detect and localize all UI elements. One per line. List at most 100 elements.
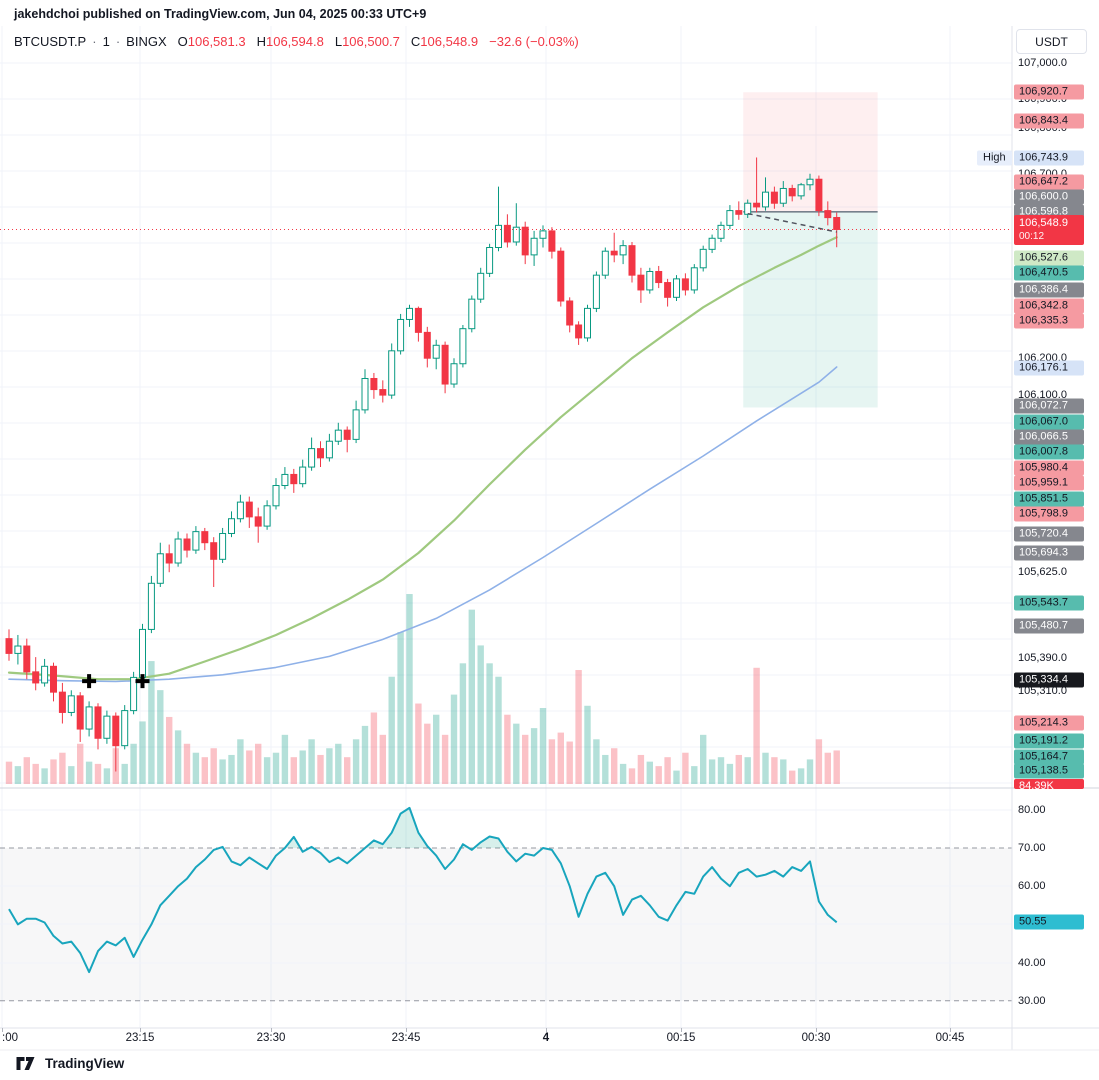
candle-body bbox=[503, 224, 511, 243]
volume-bar bbox=[228, 754, 235, 784]
candle-body bbox=[50, 665, 57, 693]
candle-body bbox=[14, 645, 22, 654]
volume-bar bbox=[806, 759, 814, 784]
candle-body bbox=[717, 224, 725, 239]
volume-bar bbox=[201, 757, 208, 784]
volume-bar bbox=[619, 763, 627, 784]
candle-body bbox=[770, 191, 778, 204]
volume-bar bbox=[664, 757, 671, 784]
candle-body bbox=[201, 531, 209, 544]
volume-bar bbox=[415, 703, 422, 784]
candle-body bbox=[619, 245, 627, 256]
candle-body bbox=[76, 695, 84, 730]
volume-bar bbox=[246, 750, 253, 784]
candle-body bbox=[67, 695, 75, 713]
candle-body bbox=[539, 230, 547, 239]
candle-body bbox=[486, 247, 494, 274]
volume-bar bbox=[121, 763, 128, 784]
candle-body bbox=[762, 191, 769, 208]
volume-bar bbox=[352, 739, 360, 784]
candle-body bbox=[797, 184, 805, 197]
candle-body bbox=[272, 485, 280, 507]
candle-body bbox=[646, 270, 654, 291]
dashed-trendline[interactable] bbox=[747, 212, 837, 233]
volume-bar bbox=[539, 708, 547, 784]
volume-bar bbox=[388, 676, 395, 784]
candle-body bbox=[735, 210, 743, 215]
symbol-title[interactable]: BTCUSDT.P bbox=[14, 34, 87, 49]
plus-marker-icon[interactable] bbox=[135, 674, 150, 689]
volume-bar bbox=[14, 766, 22, 784]
volume-bar bbox=[797, 768, 805, 784]
candle-body bbox=[601, 250, 609, 276]
candle-body bbox=[245, 501, 253, 518]
publisher-line: jakehdchoi published on TradingView.com,… bbox=[14, 7, 427, 21]
candle-body bbox=[85, 706, 93, 730]
volume-bar bbox=[281, 734, 289, 784]
candle-body bbox=[806, 178, 814, 186]
candle-body bbox=[5, 638, 13, 654]
volume-bar bbox=[459, 663, 467, 784]
volume-bar bbox=[833, 750, 840, 784]
indicator-scale[interactable] bbox=[1012, 790, 1099, 1028]
candle-body bbox=[317, 448, 324, 459]
tradingview-attribution[interactable]: TradingView bbox=[16, 1055, 124, 1072]
volume-bar bbox=[308, 739, 315, 784]
volume-bar bbox=[326, 748, 333, 784]
candle-body bbox=[254, 516, 262, 527]
candle-body bbox=[468, 298, 476, 330]
candle-body bbox=[779, 187, 787, 204]
candle-body bbox=[824, 210, 832, 219]
volume-bar bbox=[210, 748, 217, 784]
candle-body bbox=[406, 307, 413, 320]
candle-body bbox=[815, 178, 823, 212]
moving-average-line bbox=[7, 236, 838, 681]
volume-bar bbox=[174, 730, 182, 784]
moving-average-line bbox=[8, 366, 838, 683]
volume-bar bbox=[655, 766, 662, 784]
volume-bar bbox=[789, 770, 796, 784]
candle-body bbox=[655, 270, 663, 284]
candle-body bbox=[664, 282, 672, 298]
volume-bar bbox=[59, 752, 66, 784]
candle-body bbox=[236, 501, 244, 520]
volume-bar bbox=[237, 739, 244, 784]
ohlc-open: O106,581.3 bbox=[177, 34, 246, 49]
time-axis[interactable] bbox=[0, 1028, 1012, 1050]
volume-bar bbox=[762, 752, 769, 784]
currency-toggle-button[interactable]: USDT bbox=[1016, 29, 1087, 54]
volume-bar bbox=[637, 754, 645, 784]
candle-body bbox=[219, 532, 227, 560]
volume-bar bbox=[219, 759, 226, 784]
price-scale[interactable] bbox=[1012, 26, 1099, 788]
candle-body bbox=[637, 274, 645, 291]
candle-body bbox=[361, 377, 369, 411]
volume-bar bbox=[753, 667, 760, 784]
candle-body bbox=[432, 344, 440, 359]
candle-body bbox=[726, 210, 734, 226]
rsi-overbought-fill bbox=[284, 836, 301, 848]
volume-bar bbox=[157, 690, 164, 784]
volume-bar bbox=[441, 734, 449, 784]
rsi-overbought-fill bbox=[365, 807, 430, 848]
candle-body bbox=[32, 671, 40, 684]
volume-bar bbox=[77, 743, 84, 784]
volume-bar bbox=[700, 734, 707, 784]
plus-marker-icon[interactable] bbox=[82, 674, 97, 689]
volume-bar bbox=[433, 714, 440, 784]
position-profit-zone[interactable] bbox=[743, 211, 878, 408]
volume-bar bbox=[272, 752, 280, 784]
volume-bar bbox=[691, 766, 698, 784]
volume-bar bbox=[5, 761, 13, 784]
interval-value[interactable]: 1 bbox=[102, 34, 110, 49]
volume-bar bbox=[32, 763, 39, 784]
candle-body bbox=[121, 710, 129, 747]
legend-separator: · bbox=[92, 34, 97, 49]
candle-body bbox=[584, 307, 591, 339]
candle-body bbox=[379, 389, 387, 396]
candle-body bbox=[441, 344, 449, 385]
volume-bar bbox=[495, 676, 502, 784]
candle-body bbox=[477, 272, 485, 300]
candle-body bbox=[566, 300, 574, 326]
